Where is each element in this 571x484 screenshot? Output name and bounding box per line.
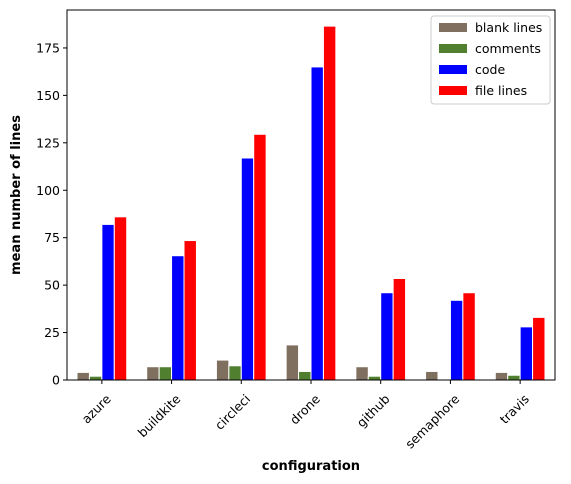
bar-comments-buildkite (158, 366, 173, 381)
x-tick-label-semaphore: semaphore (402, 391, 462, 451)
y-tick-label: 175 (36, 40, 60, 55)
bar-code-travis (519, 326, 534, 381)
bar-file-lines-travis (532, 316, 546, 381)
bar-blank-lines-buildkite (146, 366, 160, 381)
y-tick-label: 100 (36, 183, 60, 198)
bar-code-semaphore (449, 299, 464, 381)
legend-swatch-comments (439, 44, 467, 53)
legend-swatch-blank-lines (439, 23, 467, 32)
bar-file-lines-github (392, 277, 407, 381)
bar-comments-drone (298, 370, 312, 381)
y-tick-label: 75 (44, 230, 60, 245)
x-axis: azure buildkite circleci drone github semapho… (79, 380, 532, 451)
x-tick-label-travis: travis (497, 391, 532, 426)
x-tick-label-buildkite: buildkite (135, 391, 184, 440)
legend: blank lines comments code file lines (430, 15, 551, 105)
y-tick-label: 150 (36, 88, 60, 103)
bar-file-lines-drone (322, 25, 337, 381)
legend-swatch-file-lines (439, 86, 467, 95)
x-tick-label-drone: drone (287, 391, 323, 427)
bar-blank-lines-drone (285, 344, 300, 381)
x-axis-label: configuration (262, 459, 360, 474)
bar-code-azure (101, 223, 115, 381)
bar-blank-lines-github (355, 366, 369, 381)
bar-blank-lines-semaphore (425, 370, 439, 381)
legend-label-code: code (475, 62, 505, 77)
bar-code-drone (310, 66, 324, 381)
legend-box (430, 15, 551, 105)
bar-code-github (380, 292, 394, 381)
x-tick-label-circleci: circleci (212, 391, 253, 432)
bars-group (76, 25, 546, 381)
bar-file-lines-circleci (253, 133, 267, 381)
bar-comments-github (367, 375, 382, 381)
legend-label-blank-lines: blank lines (475, 20, 542, 35)
y-tick-label: 25 (44, 325, 60, 340)
y-axis: 0 25 50 75 100 125 150 175 (36, 40, 67, 388)
x-tick-label-azure: azure (79, 391, 114, 426)
bar-blank-lines-travis (494, 371, 509, 381)
y-axis-label: mean number of lines (9, 115, 24, 275)
bar-blank-lines-circleci (215, 359, 230, 381)
bar-file-lines-buildkite (183, 240, 197, 381)
bar-comments-travis (507, 374, 521, 381)
bar-file-lines-semaphore (462, 292, 476, 381)
y-tick-label: 50 (44, 278, 60, 293)
legend-label-comments: comments (475, 41, 541, 56)
bar-comments-circleci (228, 365, 242, 381)
plot-frame (66, 9, 556, 381)
bar-code-buildkite (171, 255, 185, 381)
bar-code-circleci (240, 157, 255, 381)
y-tick-label: 125 (36, 135, 60, 150)
y-tick-label: 0 (52, 373, 60, 388)
bar-blank-lines-azure (76, 371, 90, 381)
bar-comments-azure (88, 375, 103, 381)
legend-label-file-lines: file lines (475, 83, 527, 98)
legend-swatch-code (439, 65, 467, 74)
x-tick-label-github: github (354, 391, 393, 430)
bar-file-lines-azure (113, 216, 128, 381)
